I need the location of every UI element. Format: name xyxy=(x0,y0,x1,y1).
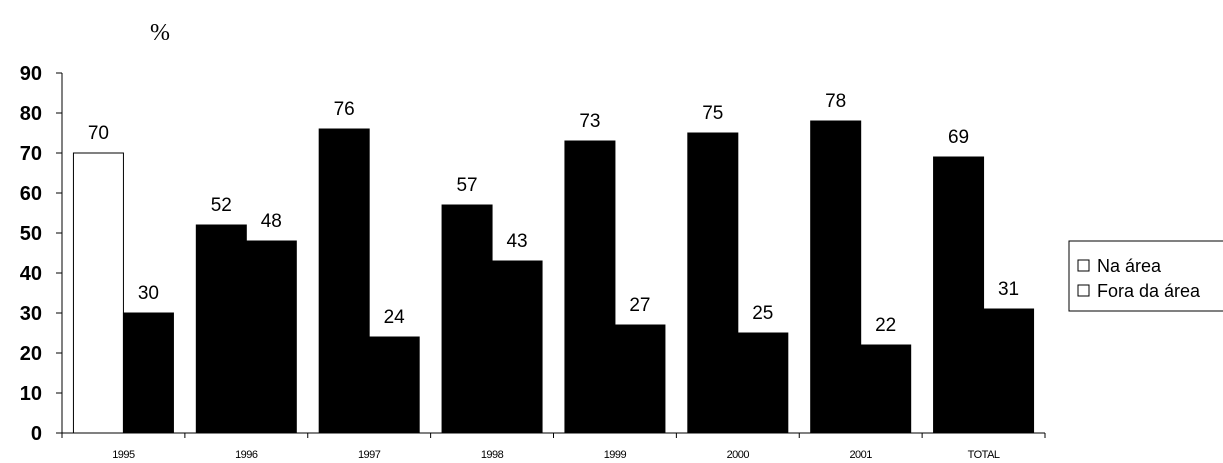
legend-label-na-area: Na área xyxy=(1097,256,1162,276)
data-label: 48 xyxy=(261,211,282,232)
y-tick-label: 60 xyxy=(20,183,42,205)
x-tick-label: 2000 xyxy=(727,449,750,461)
bar-1996-series-2 xyxy=(245,240,297,434)
bar-1997-series-1 xyxy=(318,128,370,434)
data-labels: 70 30 52 48 76 24 57 43 73 27 75 25 78 22 69 31 xyxy=(88,91,1019,336)
bar-total-series-1 xyxy=(933,156,985,434)
data-label: 30 xyxy=(138,283,159,304)
y-tick-labels: 0 10 20 30 40 50 60 70 80 90 xyxy=(20,63,42,445)
x-tick-label: 1998 xyxy=(481,449,504,461)
bar-2001-series-1 xyxy=(810,120,862,434)
y-tick-label: 40 xyxy=(20,263,42,285)
y-axis-label: % xyxy=(150,20,170,46)
x-tick-label: 1997 xyxy=(358,449,381,461)
x-tick-label: 1996 xyxy=(235,449,258,461)
y-tick-label: 50 xyxy=(20,223,42,245)
y-tick-label: 30 xyxy=(20,303,42,325)
bar-1998-series-1 xyxy=(441,204,493,434)
bar-total-series-2 xyxy=(983,308,1035,434)
data-label: 70 xyxy=(88,123,109,144)
x-tick-label: 1995 xyxy=(112,449,135,461)
data-label: 75 xyxy=(702,103,723,124)
bar-1995-series-2 xyxy=(122,312,174,434)
x-tick-labels: 1995 1996 1997 1998 1999 2000 2001 TOTAL xyxy=(112,449,1000,461)
y-tick-label: 90 xyxy=(20,63,42,85)
data-label: 52 xyxy=(211,195,232,216)
legend: Na área Fora da área xyxy=(1068,240,1223,312)
data-label: 22 xyxy=(875,315,896,336)
bars xyxy=(72,120,1035,434)
data-label: 31 xyxy=(998,279,1019,300)
data-label: 25 xyxy=(752,303,773,324)
data-label: 78 xyxy=(825,91,846,112)
bar-2000-series-1 xyxy=(687,132,739,434)
bar-2000-series-2 xyxy=(737,332,789,434)
bar-1996-series-1 xyxy=(195,224,247,434)
y-tick-label: 0 xyxy=(31,423,42,445)
bar-1997-series-2 xyxy=(368,336,420,434)
bar-1999-series-1 xyxy=(564,140,616,434)
y-tick-label: 20 xyxy=(20,343,42,365)
y-tick-label: 80 xyxy=(20,103,42,125)
data-label: 73 xyxy=(579,111,600,132)
legend-label-fora-da-area: Fora da área xyxy=(1097,281,1201,301)
data-label: 27 xyxy=(629,295,650,316)
data-label: 76 xyxy=(334,99,355,120)
bar-1999-series-2 xyxy=(614,324,666,434)
x-tick-label: TOTAL xyxy=(968,449,1000,461)
bar-2001-series-2 xyxy=(860,344,912,434)
legend-swatch-fora-da-area xyxy=(1077,284,1090,297)
data-label: 43 xyxy=(506,231,527,252)
x-tick-label: 2001 xyxy=(849,449,872,461)
legend-box xyxy=(1068,240,1223,312)
data-label: 69 xyxy=(948,127,969,148)
bar-1995-series-1 xyxy=(72,152,124,434)
y-tick-label: 10 xyxy=(20,383,42,405)
bar-1998-series-2 xyxy=(491,260,543,434)
data-label: 24 xyxy=(384,307,406,328)
data-label: 57 xyxy=(456,175,477,196)
y-tick-label: 70 xyxy=(20,143,42,165)
x-tick-label: 1999 xyxy=(604,449,627,461)
legend-swatch-na-area xyxy=(1077,259,1090,272)
